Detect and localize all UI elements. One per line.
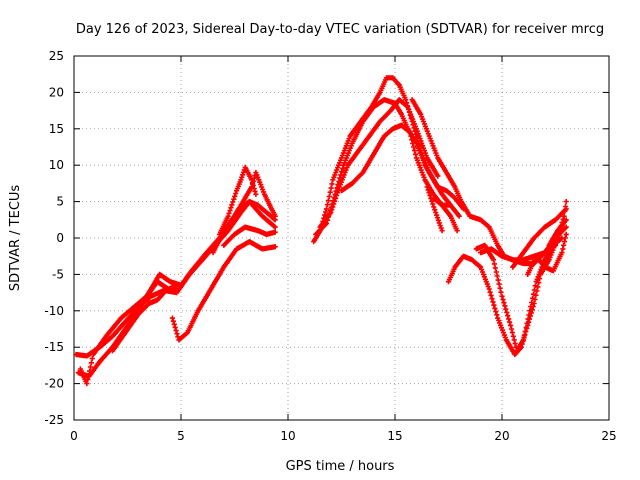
x-axis-label: GPS time / hours: [286, 459, 395, 474]
y-tick-label: -5: [52, 267, 64, 281]
series-track-g: [216, 164, 259, 237]
y-tick-label: 15: [49, 122, 64, 136]
x-tick-label: 0: [70, 429, 78, 443]
y-tick-label: -20: [44, 377, 64, 391]
series-track-d: [109, 282, 180, 354]
series-track-p: [445, 217, 569, 358]
series-markers: [445, 217, 569, 358]
series-track-f: [210, 169, 278, 256]
y-tick-label: 10: [49, 158, 64, 172]
series-markers: [221, 224, 278, 248]
x-tick-label: 20: [494, 429, 509, 443]
series-markers: [525, 231, 569, 277]
series-markers: [424, 184, 445, 234]
series-markers: [537, 199, 569, 277]
y-tick-label: 20: [49, 85, 64, 99]
series-markers: [510, 206, 569, 270]
series-track-a: [73, 199, 278, 359]
series-track-e: [169, 239, 278, 343]
x-tick-labels: 0 5 10 15 20 25: [70, 429, 616, 443]
y-tick-label: -10: [44, 304, 64, 318]
y-tick-label: 5: [56, 195, 64, 209]
y-tick-label: -25: [44, 413, 64, 427]
series-markers: [317, 97, 441, 230]
y-axis-label: SDTVAR / TECUs: [8, 185, 23, 292]
x-tick-label: 15: [387, 429, 402, 443]
series-track-s: [537, 199, 569, 277]
series-markers: [73, 199, 278, 359]
x-tick-label: 5: [177, 429, 185, 443]
series-markers: [210, 169, 278, 256]
series-track-u: [525, 231, 569, 277]
series-track-o: [424, 184, 445, 234]
plot-frame: [73, 55, 610, 421]
y-tick-label: -15: [44, 340, 64, 354]
series-markers: [169, 239, 278, 343]
x-tick-label: 10: [280, 429, 295, 443]
chart-title: Day 126 of 2023, Sidereal Day-to-day VTE…: [76, 22, 604, 37]
series-track-k: [317, 97, 441, 230]
x-tick-label: 25: [601, 429, 616, 443]
y-tick-labels: -25 -20 -15 -10 -5 0 5 10 15 20 25: [44, 49, 64, 427]
data-points: [73, 75, 569, 387]
grid: [74, 56, 609, 420]
series-markers: [109, 282, 180, 354]
series-track-t: [510, 206, 569, 270]
series-track-h: [221, 224, 278, 248]
series-markers: [216, 164, 259, 237]
y-tick-label: 25: [49, 49, 64, 63]
y-tick-label: 0: [56, 231, 64, 245]
